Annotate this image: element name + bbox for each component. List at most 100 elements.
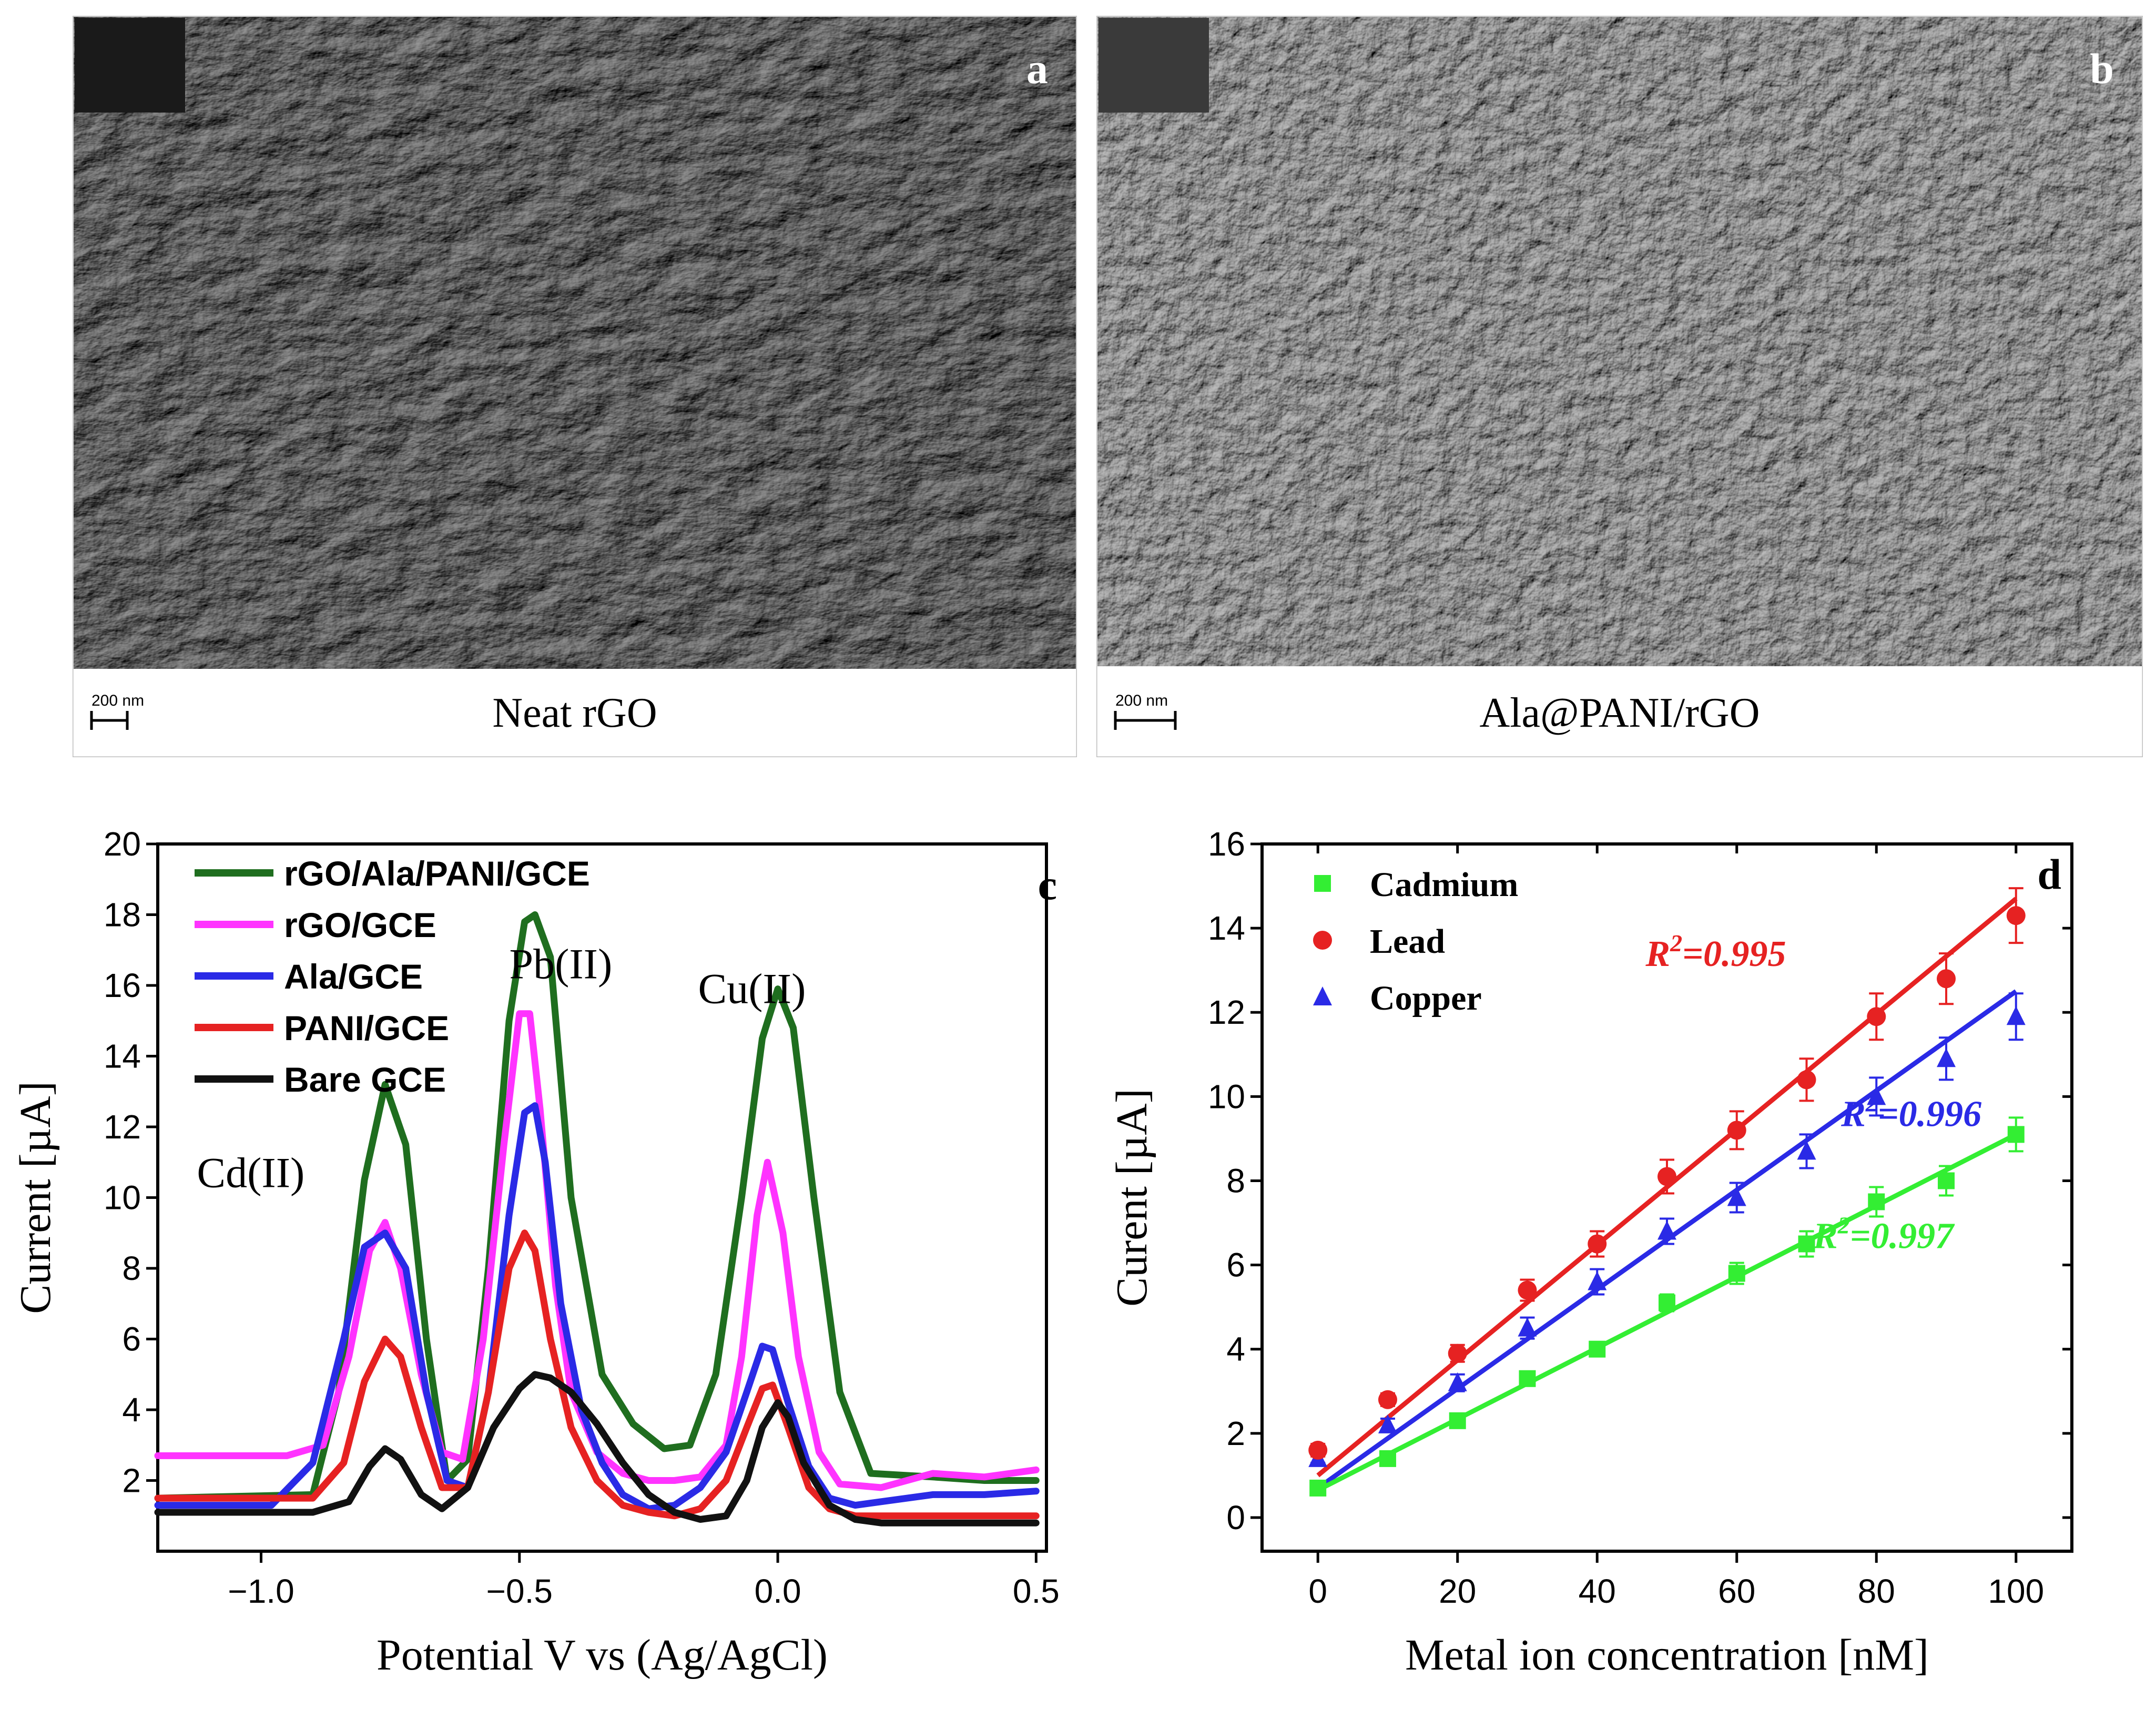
x-tick-label: −1.0 bbox=[228, 1572, 294, 1610]
legend-label-3: PANI/GCE bbox=[284, 1009, 449, 1047]
y-tick-label: 8 bbox=[122, 1249, 141, 1287]
r2-value-2: =0.996 bbox=[1878, 1094, 1981, 1134]
scale-bar-label: 200 nm bbox=[91, 692, 144, 709]
legend-marker-0 bbox=[1314, 875, 1331, 892]
panel-letter-a: a bbox=[1026, 45, 1048, 93]
x-tick-label: 20 bbox=[1439, 1572, 1476, 1610]
chart-c: −1.0 −0.5 0.0 0.5 2 4 6 8 10 12 14 16 18 20 Potential … bbox=[11, 825, 1060, 1680]
data-point-0 bbox=[1309, 1479, 1327, 1497]
peak-annotation-1: Pb(II) bbox=[509, 940, 612, 988]
x-tick-label: 100 bbox=[1988, 1572, 2044, 1610]
y-tick-label: 2 bbox=[122, 1462, 141, 1500]
data-point-2 bbox=[1378, 1414, 1397, 1433]
r2-value-0: =0.997 bbox=[1850, 1216, 1955, 1257]
x-tick-label: 60 bbox=[1718, 1572, 1755, 1610]
y-tick-label: 8 bbox=[1226, 1162, 1245, 1199]
y-tick-label: 16 bbox=[104, 966, 141, 1004]
peak-annotation-0: Cd(II) bbox=[197, 1148, 304, 1196]
data-point-0 bbox=[1728, 1265, 1745, 1282]
data-point-1 bbox=[1727, 1121, 1746, 1140]
peak-annotation-2: Cu(II) bbox=[698, 965, 806, 1013]
panel-letter: d bbox=[2037, 850, 2061, 898]
data-point-2 bbox=[1657, 1220, 1676, 1240]
series-line-0 bbox=[154, 911, 1040, 1502]
data-point-1 bbox=[1657, 1167, 1676, 1186]
y-tick-label: 10 bbox=[1208, 1077, 1245, 1115]
fit-line-0 bbox=[1317, 1132, 2017, 1492]
data-point-2 bbox=[1867, 1086, 1886, 1105]
data-point-0 bbox=[1659, 1294, 1675, 1311]
x-axis-label: Metal ion concentration [nM] bbox=[1405, 1631, 1929, 1680]
y-tick-label: 2 bbox=[1226, 1414, 1245, 1452]
data-point-2 bbox=[2006, 1006, 2026, 1025]
y-tick-label: 20 bbox=[104, 825, 141, 863]
chart-d: 0 20 40 60 80 100 0 2 4 6 8 10 12 14 16 Metal ion conce… bbox=[1107, 825, 2073, 1680]
label-mask bbox=[1099, 18, 1209, 113]
data-point-2 bbox=[1588, 1271, 1607, 1290]
data-point-2 bbox=[1727, 1187, 1746, 1206]
y-tick-label: 6 bbox=[122, 1320, 141, 1358]
legend-label-4: Bare GCE bbox=[284, 1060, 446, 1099]
r2-label-2: R2=0.996 bbox=[1840, 1090, 1981, 1134]
y-tick-label: 6 bbox=[1226, 1246, 1245, 1284]
data-point-1 bbox=[1308, 1440, 1328, 1460]
legend-label-1: Lead bbox=[1370, 922, 1445, 961]
data-point-0 bbox=[2007, 1126, 2025, 1143]
legend-marker-1 bbox=[1313, 931, 1332, 950]
r2-label-1: R2=0.995 bbox=[1645, 930, 1786, 974]
y-tick-label: 0 bbox=[1226, 1499, 1245, 1536]
panel-letter: c bbox=[1038, 861, 1057, 909]
data-point-1 bbox=[1378, 1390, 1397, 1409]
data-point-0 bbox=[1589, 1340, 1606, 1358]
x-tick-label: −0.5 bbox=[486, 1572, 553, 1610]
sem-image-ala-pani-rgo bbox=[1097, 17, 2142, 666]
data-point-0 bbox=[1868, 1193, 1885, 1210]
x-tick-label: 80 bbox=[1858, 1572, 1895, 1610]
scale-bar: 200 nm bbox=[1114, 692, 1177, 730]
r2-label-0: R2=0.997 bbox=[1813, 1212, 1955, 1257]
data-point-0 bbox=[1519, 1370, 1536, 1387]
y-tick-label: 16 bbox=[1208, 825, 1245, 863]
scale-bar: 200 nm bbox=[90, 692, 144, 730]
y-tick-label: 14 bbox=[1208, 909, 1245, 947]
legend-label-0: Cadmium bbox=[1370, 866, 1518, 904]
y-tick-label: 4 bbox=[1226, 1330, 1245, 1368]
data-point-2 bbox=[1937, 1048, 1956, 1067]
sem-panel-a: a 200 nm Neat rGO bbox=[73, 16, 1077, 757]
legend-label-1: rGO/GCE bbox=[284, 905, 436, 944]
y-tick-label: 12 bbox=[104, 1108, 141, 1146]
x-axis-label: Potential V vs (Ag/AgCl) bbox=[377, 1631, 828, 1680]
data-point-0 bbox=[1798, 1235, 1815, 1253]
data-point-0 bbox=[1449, 1412, 1466, 1429]
data-point-1 bbox=[1937, 969, 1956, 989]
data-point-1 bbox=[2006, 906, 2026, 925]
x-tick-label: 40 bbox=[1579, 1572, 1616, 1610]
y-tick-label: 14 bbox=[104, 1037, 141, 1075]
r2-value-1: =0.995 bbox=[1682, 934, 1786, 974]
legend-label-2: Ala/GCE bbox=[284, 957, 423, 996]
y-axis-label: Current [µA] bbox=[11, 1081, 60, 1314]
y-tick-label: 18 bbox=[104, 896, 141, 934]
legend-marker-2 bbox=[1313, 986, 1332, 1005]
x-tick-label: 0.0 bbox=[755, 1572, 801, 1610]
data-point-0 bbox=[1379, 1450, 1396, 1467]
data-point-1 bbox=[1588, 1234, 1607, 1254]
data-point-1 bbox=[1448, 1344, 1467, 1363]
data-point-2 bbox=[1448, 1372, 1467, 1391]
sem-panel-b: b 200 nm Ala@PANI/rGO bbox=[1096, 16, 2143, 757]
y-tick-label: 12 bbox=[1208, 993, 1245, 1031]
scale-bar-label: 200 nm bbox=[1115, 692, 1168, 709]
legend-label-2: Copper bbox=[1370, 979, 1482, 1017]
y-axis-label: Curent [µA] bbox=[1107, 1088, 1156, 1307]
data-point-1 bbox=[1518, 1280, 1537, 1300]
plot-frame bbox=[1260, 842, 2073, 1553]
panel-letter-b: b bbox=[2090, 45, 2114, 93]
data-point-0 bbox=[1938, 1172, 1955, 1189]
legend-label-0: rGO/Ala/PANI/GCE bbox=[284, 854, 590, 893]
x-tick-label: 0.5 bbox=[1013, 1572, 1060, 1610]
y-tick-label: 10 bbox=[104, 1179, 141, 1217]
sem-image-rgo bbox=[74, 17, 1076, 669]
x-tick-label: 0 bbox=[1308, 1572, 1327, 1610]
data-point-1 bbox=[1797, 1070, 1816, 1090]
label-mask bbox=[75, 18, 185, 113]
